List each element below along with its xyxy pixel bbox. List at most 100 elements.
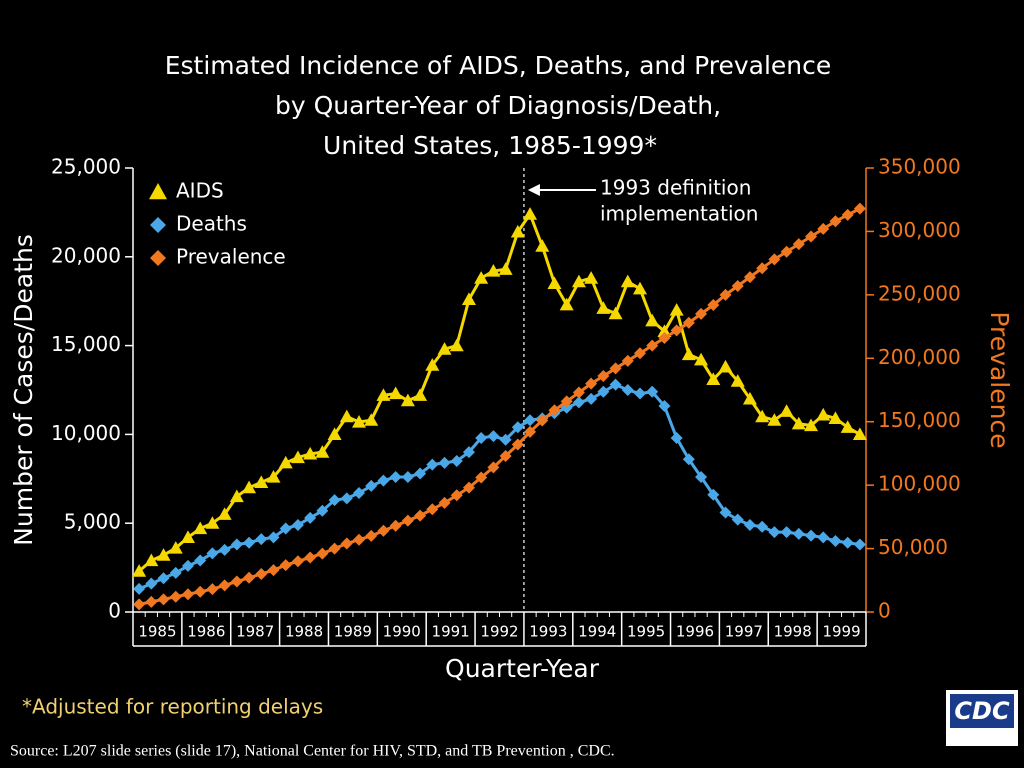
marker [449, 338, 464, 352]
logo-band [950, 694, 1014, 728]
x-tick-label: 1989 [334, 623, 372, 641]
y2-axis-label: Prevalence [985, 311, 1014, 448]
marker [585, 377, 598, 390]
marker [414, 509, 427, 522]
marker [498, 262, 513, 275]
marker [621, 354, 634, 367]
marker [217, 507, 232, 520]
marker [475, 431, 488, 444]
marker [805, 529, 818, 542]
marker [180, 530, 195, 544]
marker [804, 418, 819, 432]
marker [779, 404, 794, 417]
marker [267, 531, 280, 544]
marker [438, 496, 451, 509]
marker [756, 262, 769, 275]
marker [817, 531, 830, 544]
marker [670, 324, 683, 337]
marker [768, 253, 781, 266]
marker [401, 514, 414, 527]
marker [205, 516, 220, 529]
x-tick-label: 1994 [578, 623, 616, 641]
marker [364, 413, 379, 426]
marker [633, 387, 646, 400]
marker [328, 494, 341, 507]
marker [144, 553, 159, 567]
marker [254, 475, 269, 488]
marker [548, 404, 561, 417]
marker [487, 461, 500, 474]
marker [414, 467, 427, 480]
marker [157, 593, 170, 606]
marker [535, 239, 550, 252]
marker [608, 306, 623, 320]
marker [229, 489, 244, 503]
marker [780, 245, 793, 258]
marker [828, 411, 843, 425]
marker [388, 386, 403, 400]
marker [365, 479, 378, 492]
marker [426, 503, 439, 516]
marker [401, 471, 414, 484]
marker [486, 264, 501, 277]
marker [791, 416, 806, 430]
y2-tick-label: 0 [878, 599, 891, 623]
marker [511, 438, 524, 451]
marker [438, 456, 451, 469]
chart-title: United States, 1985-1999* [323, 131, 657, 160]
marker [511, 421, 524, 434]
x-tick-label: 1997 [725, 623, 763, 641]
marker [353, 533, 366, 546]
marker [132, 564, 147, 577]
marker [646, 339, 659, 352]
legend-label: Prevalence [176, 245, 286, 269]
marker [633, 347, 646, 360]
marker [340, 537, 353, 550]
marker [669, 303, 684, 316]
x-axis-label: Quarter-Year [445, 654, 600, 683]
annotation-arrowhead [527, 184, 540, 196]
y-tick-label: 0 [108, 599, 121, 623]
marker [315, 445, 330, 458]
marker [755, 409, 770, 423]
x-tick-label: 1992 [480, 623, 518, 641]
marker [290, 450, 305, 464]
marker [389, 471, 402, 484]
marker [536, 414, 549, 427]
marker [181, 588, 194, 601]
marker [327, 427, 342, 440]
source: Source: L207 slide series (slide 17), Na… [10, 743, 615, 760]
y2-tick-label: 150,000 [878, 408, 961, 432]
marker [510, 224, 525, 238]
marker [450, 489, 463, 502]
marker [279, 522, 292, 535]
marker [682, 453, 695, 466]
marker [316, 504, 329, 517]
marker [547, 276, 562, 290]
marker [767, 413, 782, 426]
x-tick-label: 1985 [138, 623, 176, 641]
annotation: implementation [600, 202, 758, 226]
marker [156, 548, 171, 561]
y-tick-label: 10,000 [51, 421, 121, 445]
marker [742, 391, 757, 405]
marker [731, 279, 744, 292]
marker [620, 274, 635, 288]
marker [584, 271, 599, 284]
marker [328, 542, 341, 555]
marker [658, 399, 671, 412]
marker [768, 526, 781, 539]
marker [450, 455, 463, 468]
marker [695, 471, 708, 484]
marker [719, 288, 732, 301]
marker [743, 518, 756, 531]
marker [150, 217, 166, 233]
y-axis-label: Number of Cases/Deaths [9, 234, 38, 546]
marker [816, 407, 831, 421]
marker [621, 384, 634, 396]
y-tick-label: 20,000 [51, 243, 121, 267]
marker [731, 513, 744, 526]
marker [181, 559, 194, 572]
y-tick-label: 15,000 [51, 332, 121, 356]
